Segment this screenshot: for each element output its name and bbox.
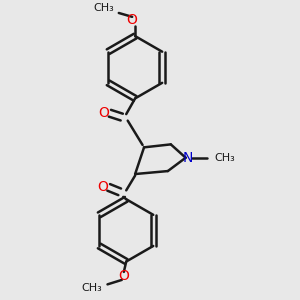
Text: O: O <box>118 269 129 284</box>
Text: N: N <box>183 151 193 165</box>
Text: CH₃: CH₃ <box>82 283 102 293</box>
Text: O: O <box>98 106 110 120</box>
Text: CH₃: CH₃ <box>214 153 235 163</box>
Text: CH₃: CH₃ <box>94 3 114 13</box>
Text: O: O <box>127 13 138 27</box>
Text: O: O <box>97 180 108 194</box>
